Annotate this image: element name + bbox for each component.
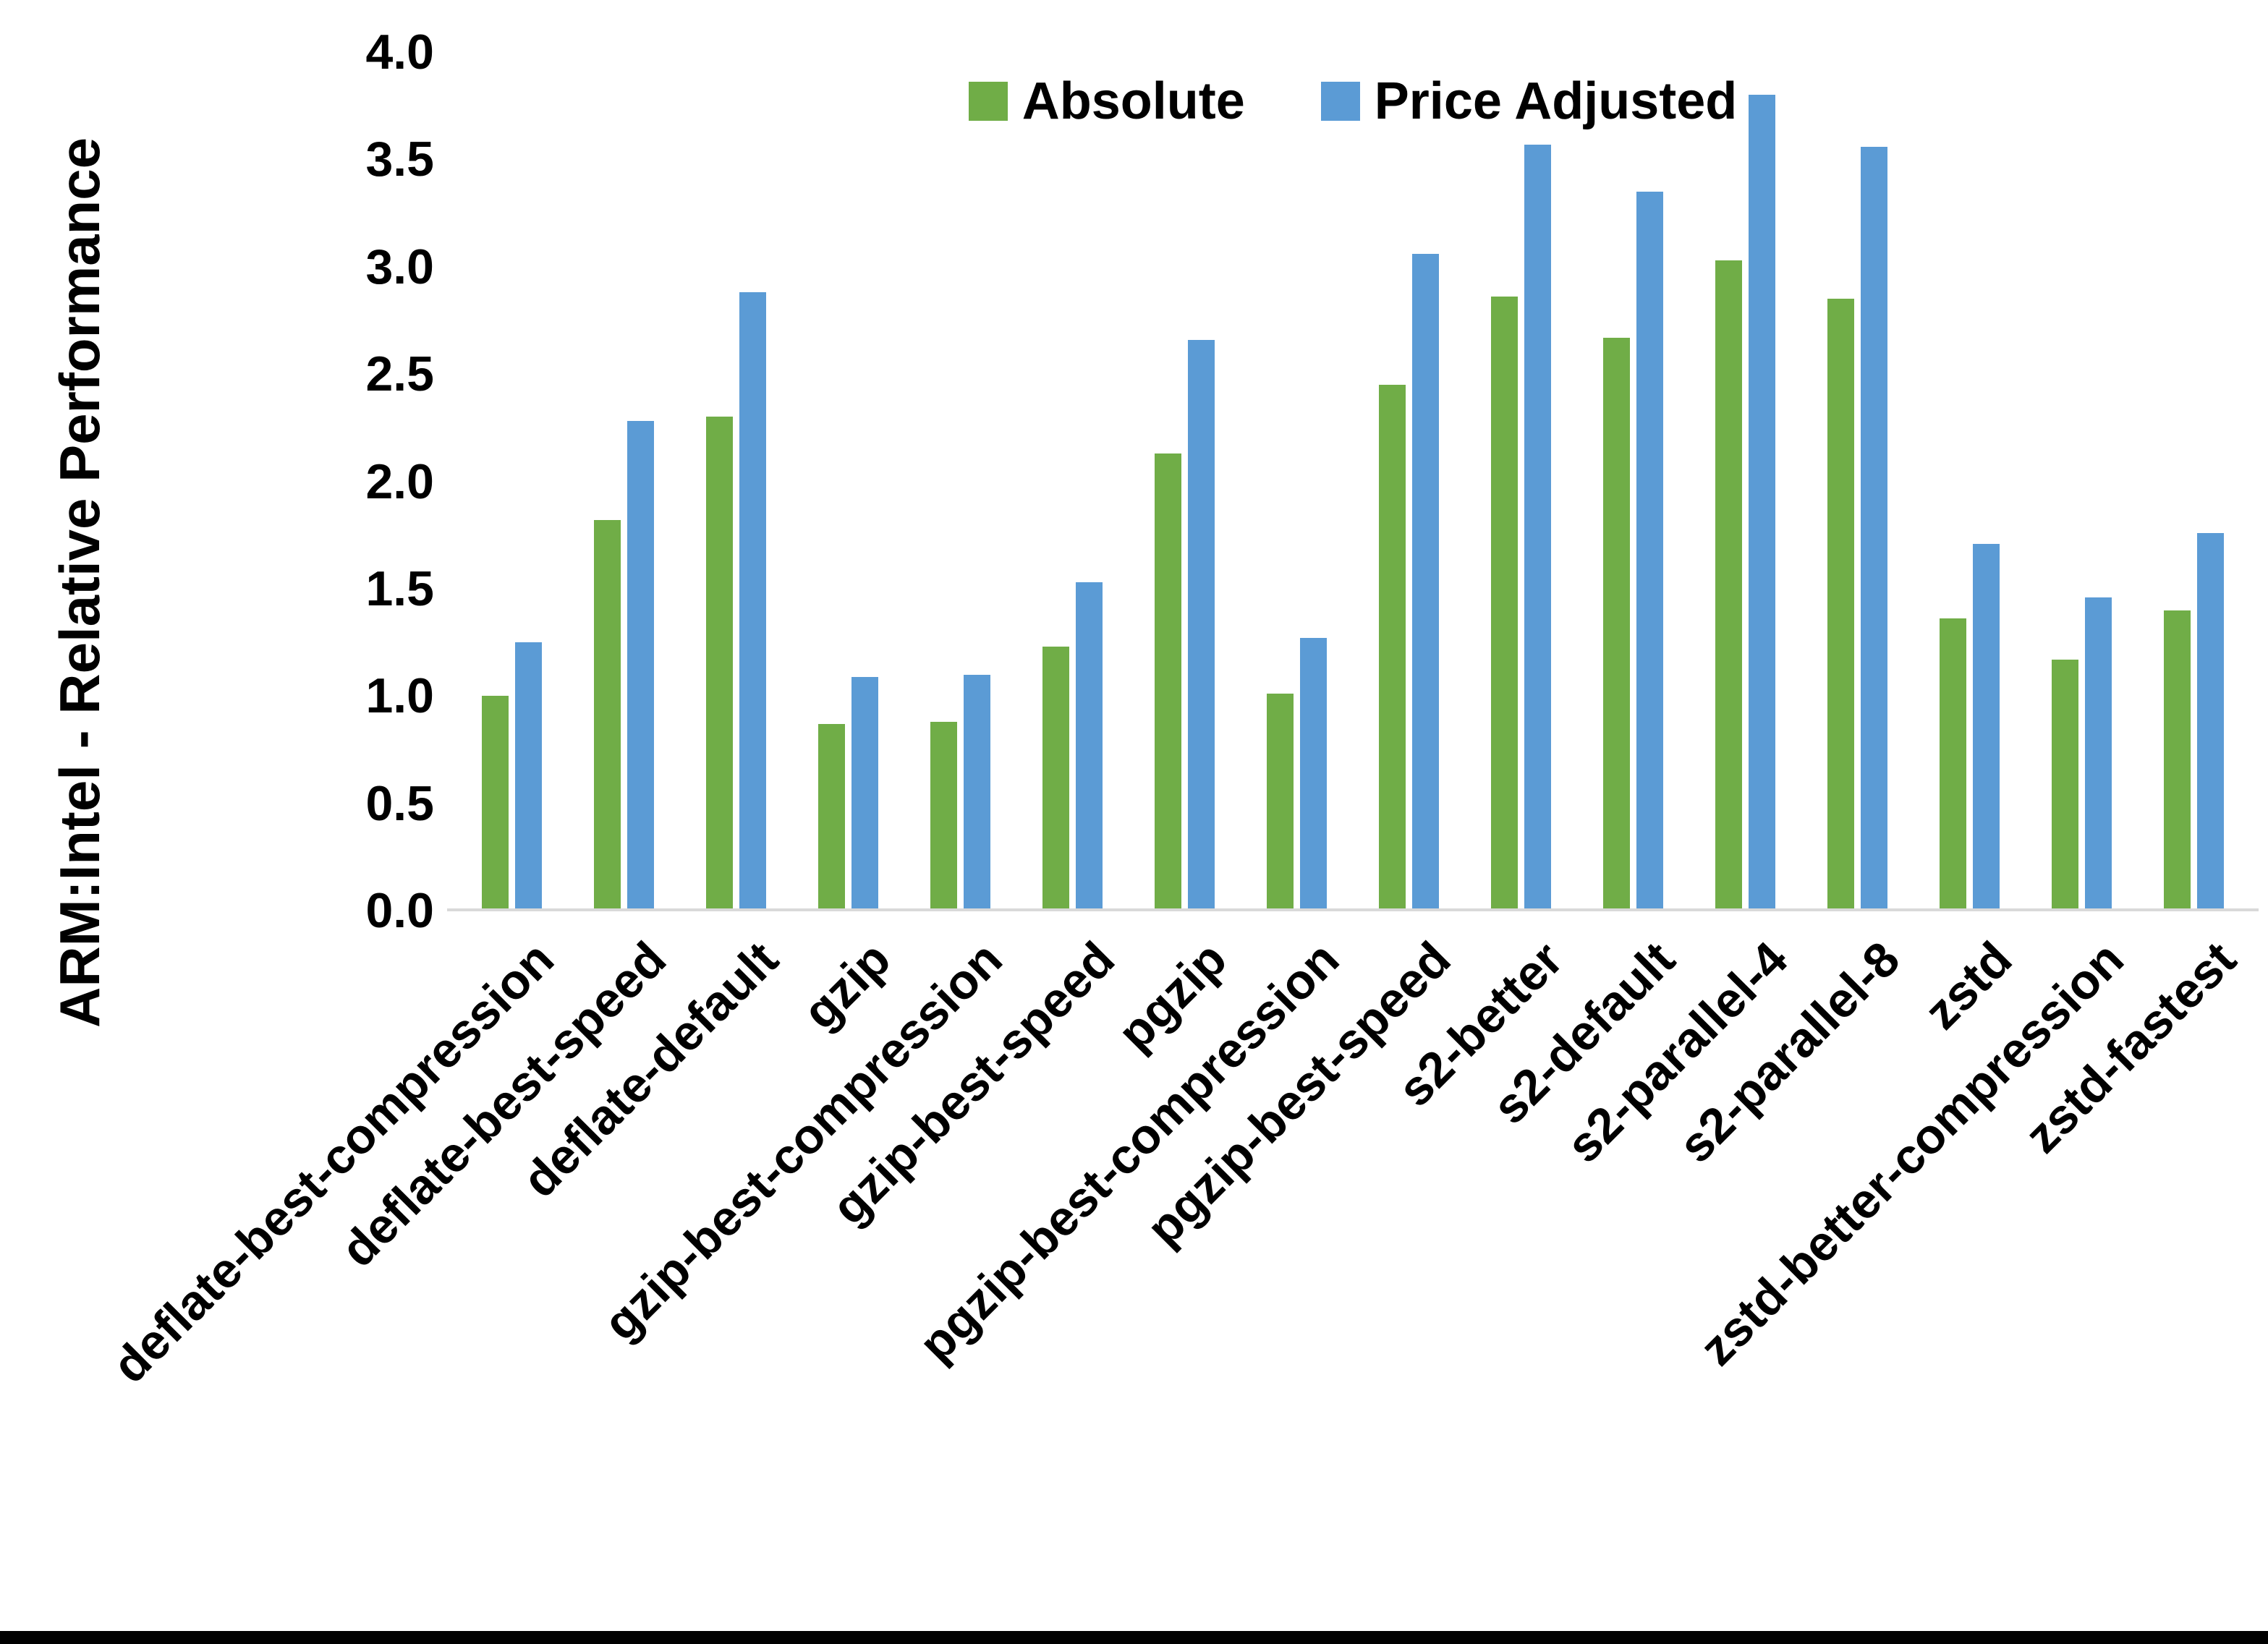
bar <box>1715 260 1742 911</box>
y-tick-label: 3.5 <box>365 132 434 187</box>
bar <box>2164 610 2191 911</box>
bar <box>1300 638 1327 911</box>
bar <box>1603 338 1630 911</box>
y-tick-label: 3.0 <box>365 239 434 294</box>
bar <box>930 722 957 911</box>
y-tick-label: 0.0 <box>365 883 434 938</box>
bar <box>2197 533 2224 911</box>
bar <box>1412 254 1439 911</box>
bar <box>1379 385 1406 911</box>
legend-item-absolute: Absolute <box>968 72 1245 131</box>
bar <box>739 292 766 911</box>
legend-label-price-adjusted: Price Adjusted <box>1374 72 1738 130</box>
bar <box>1267 694 1294 911</box>
bottom-border <box>0 1631 2268 1644</box>
y-tick-label: 2.0 <box>365 453 434 509</box>
legend-label-absolute: Absolute <box>1022 72 1245 130</box>
bar <box>1155 453 1181 911</box>
absolute-series-swatch <box>968 82 1008 121</box>
bar <box>482 696 509 911</box>
x-axis-line <box>447 908 2259 911</box>
bar <box>706 417 733 911</box>
y-tick-label: 4.0 <box>365 25 434 80</box>
x-tick-label: deflate-best-compression <box>102 931 564 1394</box>
y-axis-title: ARM:Intel - Relative Performance <box>47 137 111 1028</box>
bar <box>1491 297 1518 911</box>
y-tick-label: 0.5 <box>365 775 434 831</box>
legend: Absolute Price Adjusted <box>456 58 2250 145</box>
y-tick-label: 1.0 <box>365 668 434 724</box>
bar <box>1827 299 1854 911</box>
bar <box>1042 647 1069 911</box>
bar <box>818 724 845 911</box>
y-axis-title-wrap: ARM:Intel - Relative Performance <box>18 51 141 1114</box>
bar <box>1940 618 1966 911</box>
bar <box>2085 597 2112 911</box>
bar <box>1973 544 2000 911</box>
bar <box>964 675 990 911</box>
price-adjusted-series-swatch <box>1320 82 1360 121</box>
bar <box>851 677 878 911</box>
bar <box>1076 582 1103 911</box>
bar <box>1188 340 1215 911</box>
bar <box>1524 145 1551 911</box>
bar <box>515 642 542 911</box>
bar <box>594 520 621 911</box>
y-tick-label: 1.5 <box>365 561 434 616</box>
bar <box>2052 660 2078 911</box>
legend-item-price-adjusted: Price Adjusted <box>1320 72 1738 131</box>
bar <box>1861 147 1887 911</box>
y-tick-label: 2.5 <box>365 346 434 402</box>
bar <box>1749 95 1775 911</box>
bar <box>1636 192 1663 911</box>
bar <box>627 421 654 911</box>
